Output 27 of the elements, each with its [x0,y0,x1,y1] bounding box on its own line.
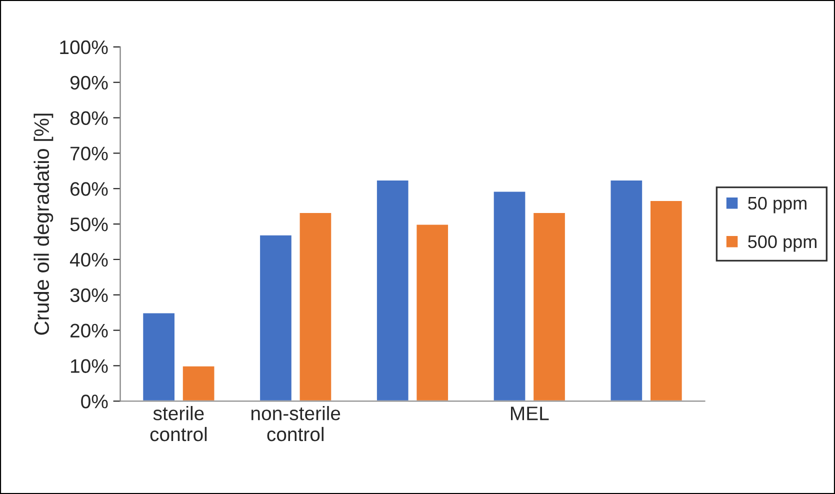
x-tick-label: MEL [510,406,549,420]
y-tick-label: 0% [81,394,108,408]
bar [376,179,410,402]
bar [415,223,450,402]
legend-label: 500 ppm [748,235,816,252]
y-tick-label: 80% [70,111,108,126]
bar [492,190,527,402]
x-tick-label: sterile control [150,406,207,442]
bar [142,312,176,402]
y-tick-label: 20% [70,324,108,338]
y-tick-label: 50% [70,217,108,232]
y-tick-label: 60% [70,182,108,196]
bar [258,234,293,402]
bar [649,200,684,402]
bar [298,212,333,402]
x-tick-label: non-sterile control [251,406,340,442]
y-tick-label: 30% [70,288,108,302]
legend-label: 50 ppm [748,196,806,214]
y-tick-label: 10% [71,359,108,373]
y-tick-label: 40% [70,252,108,267]
y-tick-label: 70% [70,146,108,160]
bar [609,179,644,402]
bar [182,365,216,402]
y-tick-label: 90% [70,76,108,90]
y-axis-title: Crude oil degradatio [%] [34,114,54,335]
y-tick-label: 100% [60,40,108,54]
bar [532,212,566,402]
